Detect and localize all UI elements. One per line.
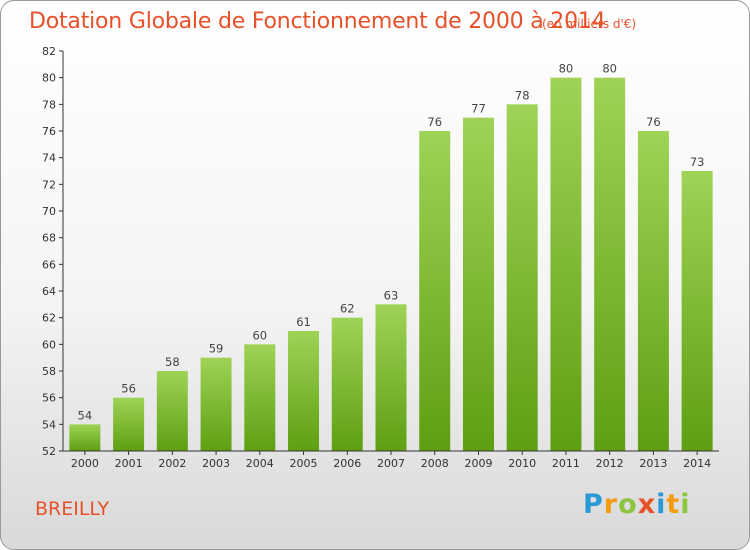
x-tick-label-2000: 2000 <box>71 457 99 470</box>
y-tick-label: 80 <box>42 72 56 85</box>
y-tick-label: 52 <box>42 445 56 458</box>
y-tick-label: 54 <box>42 418 56 431</box>
bar-2014 <box>681 171 713 451</box>
x-tick-label-2005: 2005 <box>290 457 318 470</box>
logo-letter: i <box>656 489 667 520</box>
x-tick-label-2010: 2010 <box>508 457 536 470</box>
y-axis: 52 54 56 58 60 62 64 66 68 70 72 74 76 78 80 82 <box>42 45 64 458</box>
chart-title: Dotation Globale de Fonctionnement de 20… <box>29 9 606 34</box>
data-label-2006: 62 <box>340 302 355 316</box>
bar-2013 <box>637 131 669 451</box>
logo-letter: i <box>680 489 691 520</box>
y-tick-label: 68 <box>42 232 56 245</box>
data-label-2009: 77 <box>471 102 486 116</box>
bar-2011 <box>550 77 582 452</box>
y-tick-label: 66 <box>42 258 56 271</box>
x-tick-label-2008: 2008 <box>421 457 449 470</box>
bar-series: 54 56 58 59 60 61 62 63 76 77 78 80 80 76 73 <box>69 62 713 452</box>
logo-letter: r <box>603 489 619 520</box>
bar-2010 <box>506 104 538 451</box>
x-tick-label-2006: 2006 <box>333 457 361 470</box>
bar-2001 <box>113 397 145 451</box>
logo-letter: x <box>637 489 657 520</box>
y-tick-label: 62 <box>42 312 56 325</box>
x-tick-label-2003: 2003 <box>202 457 230 470</box>
y-tick-label: 64 <box>42 285 56 298</box>
y-tick-label: 72 <box>42 178 56 191</box>
chart-subtitle: (en milliers d'€) <box>542 17 637 31</box>
bar-2003 <box>200 357 232 451</box>
bar-2004 <box>244 344 276 451</box>
data-label-2002: 58 <box>165 355 180 369</box>
x-tick-label-2007: 2007 <box>377 457 405 470</box>
logo-letter: P <box>583 489 604 520</box>
bar-2009 <box>462 117 494 452</box>
data-label-2010: 78 <box>515 88 530 102</box>
bar-2012 <box>594 77 626 452</box>
x-tick-label-2011: 2011 <box>552 457 580 470</box>
y-tick-label: 58 <box>42 365 56 378</box>
x-tick-label-2014: 2014 <box>683 457 711 470</box>
bar-2008 <box>419 131 451 451</box>
bar-2000 <box>69 424 101 451</box>
proxiti-logo: Proxiti <box>583 489 691 520</box>
y-tick-label: 74 <box>42 152 56 165</box>
y-tick-label: 60 <box>42 338 56 351</box>
bar-2007 <box>375 304 407 451</box>
data-label-2012: 80 <box>602 62 617 76</box>
x-axis: 2000 2001 2002 2003 2004 2005 2006 2007 2008 2009… <box>63 450 719 470</box>
bar-2002 <box>156 371 188 451</box>
x-tick-label-2001: 2001 <box>115 457 143 470</box>
data-label-2004: 60 <box>252 328 267 342</box>
data-label-2014: 73 <box>690 155 705 169</box>
data-label-2000: 54 <box>78 408 93 422</box>
data-label-2003: 59 <box>209 342 224 356</box>
logo-letter: t <box>666 489 681 520</box>
y-tick-label: 78 <box>42 98 56 111</box>
y-tick-label: 82 <box>42 45 56 58</box>
bar-2006 <box>331 317 363 451</box>
data-label-2007: 63 <box>384 288 399 302</box>
x-tick-label-2004: 2004 <box>246 457 274 470</box>
logo-letter: o <box>618 489 638 520</box>
y-tick-label: 56 <box>42 392 56 405</box>
x-tick-label-2013: 2013 <box>639 457 667 470</box>
data-label-2001: 56 <box>121 382 136 396</box>
y-tick-label: 70 <box>42 205 56 218</box>
y-tick-label: 76 <box>42 125 56 138</box>
data-label-2013: 76 <box>646 115 661 129</box>
x-tick-label-2012: 2012 <box>596 457 624 470</box>
commune-name: BREILLY <box>35 498 110 520</box>
x-tick-label-2009: 2009 <box>464 457 492 470</box>
data-label-2011: 80 <box>559 62 574 76</box>
x-tick-label-2002: 2002 <box>158 457 186 470</box>
data-label-2005: 61 <box>296 315 311 329</box>
bar-2005 <box>288 331 320 451</box>
data-label-2008: 76 <box>427 115 442 129</box>
